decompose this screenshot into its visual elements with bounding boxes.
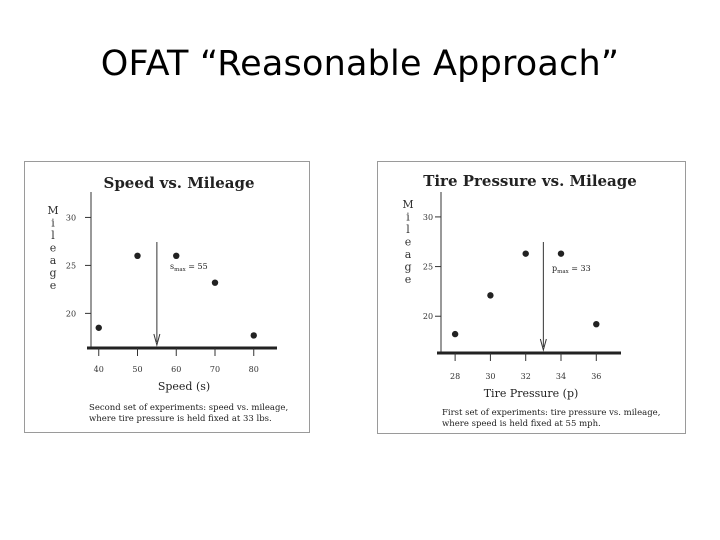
y-axis-label-letter: e [405, 236, 412, 249]
y-tick-label: 30 [423, 213, 433, 222]
data-point [451, 330, 459, 338]
y-tick-label: 20 [66, 309, 76, 318]
data-point [522, 250, 529, 257]
y-axis-label-letter: a [50, 254, 57, 267]
x-tick-label: 80 [249, 365, 259, 374]
data-point [593, 320, 600, 328]
y-axis-label-letter: i [406, 211, 410, 224]
chart-caption-line: where tire pressure is held fixed at 33 … [89, 414, 272, 424]
data-point [134, 252, 141, 260]
y-tick-label: 25 [66, 261, 76, 270]
x-tick-label: 36 [591, 372, 601, 381]
x-axis-label: Speed (s) [158, 380, 210, 393]
pressure-mileage-chart: Tire Pressure vs. MileageMileage20253028… [402, 172, 660, 429]
y-axis-label-letter: e [50, 242, 57, 255]
y-axis-label-letter: l [51, 229, 55, 242]
data-point [557, 250, 565, 257]
max-annotation: smax = 55 [170, 262, 208, 273]
y-tick-label: 20 [423, 312, 433, 321]
data-point [211, 279, 219, 286]
data-point [95, 324, 102, 331]
x-axis-label: Tire Pressure (p) [484, 387, 579, 400]
x-tick-label: 50 [132, 365, 142, 374]
y-axis-label-letter: M [47, 204, 58, 217]
y-axis-label-letter: e [405, 273, 412, 286]
max-arrow-head [153, 333, 161, 347]
chart-caption-line: where speed is held fixed at 55 mph. [442, 419, 601, 429]
data-point [250, 332, 257, 339]
x-tick-label: 32 [521, 372, 531, 381]
x-tick-label: 34 [556, 372, 566, 381]
max-annotation: pmax = 33 [552, 264, 591, 275]
chart-title: Speed vs. Mileage [103, 174, 254, 192]
y-axis-label-letter: M [402, 198, 413, 211]
y-tick-label: 25 [423, 263, 433, 272]
x-tick-label: 30 [485, 372, 495, 381]
x-tick-label: 70 [210, 365, 220, 374]
data-point [173, 252, 180, 260]
x-tick-label: 28 [450, 372, 460, 381]
y-axis-label-letter: g [404, 261, 411, 274]
max-arrow-head [539, 338, 547, 352]
y-axis-label-letter: l [406, 223, 410, 236]
x-tick-label: 60 [171, 365, 181, 374]
slide-title: OFAT “Reasonable Approach” [100, 44, 620, 84]
y-axis-label-letter: e [50, 279, 57, 292]
y-axis-label-letter: g [49, 267, 56, 280]
chart-caption-line: Second set of experiments: speed vs. mil… [89, 403, 288, 413]
y-axis-label-letter: i [51, 217, 55, 230]
y-axis-label-letter: a [405, 248, 412, 261]
data-point [487, 292, 494, 299]
chart-caption-line: First set of experiments: tire pressure … [442, 408, 660, 418]
x-tick-label: 40 [94, 365, 104, 374]
chart-title: Tire Pressure vs. Mileage [423, 172, 637, 190]
y-tick-label: 30 [66, 213, 76, 222]
